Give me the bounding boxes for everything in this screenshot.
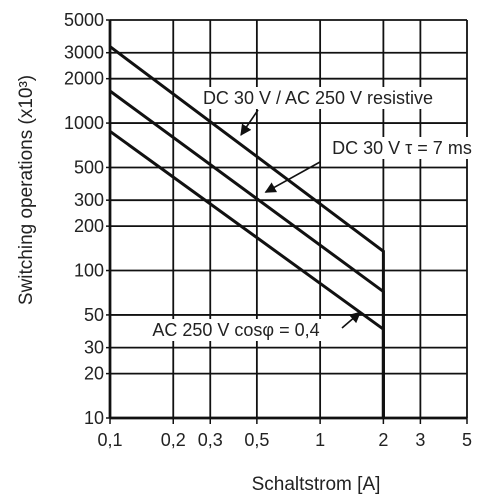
y-tick-label: 3000 [64,43,104,63]
x-axis-label: Schaltstrom [A] [252,474,381,495]
series-lines [109,45,385,418]
x-tick-label: 0,2 [161,430,186,450]
y-tick-label: 200 [74,216,104,236]
y-tick-label: 20 [84,364,104,384]
y-tick-label: 100 [74,261,104,281]
x-tick-label: 1 [315,430,325,450]
annotation-arrow [264,161,321,193]
x-tick-label: 0,5 [244,430,269,450]
annotations: DC 30 V / AC 250 V resistive DC 30 V τ = … [149,87,475,341]
x-tick-label: 2 [378,430,388,450]
annotation-label: DC 30 V / AC 250 V resistive [203,88,433,108]
y-tick-label: 30 [84,338,104,358]
x-tick-label: 0,1 [97,430,122,450]
x-tick-label: 5 [462,430,472,450]
y-tick-label: 500 [74,157,104,177]
series-line [109,130,385,418]
y-tick-label: 1000 [64,113,104,133]
y-tick-label: 300 [74,190,104,210]
y-axis-label: Switching operations (x10³) [16,75,37,305]
annotation-label: AC 250 V cosφ = 0,4 [152,320,319,340]
annotation-background [199,87,437,109]
y-tick-label: 5000 [64,10,104,30]
annotation-label: DC 30 V τ = 7 ms [332,138,472,158]
x-tick-label: 3 [415,430,425,450]
annotation-background [329,137,475,159]
tick-labels: 0,1 0,2 0,3 0,5 1 2 3 5 10 20 30 50 100 200 300 500 1000… [64,10,472,450]
annotation-background [149,319,323,341]
annotation-arrow [341,311,361,329]
x-tick-label: 0,3 [198,430,223,450]
y-tick-label: 50 [84,305,104,325]
annotation-arrow [240,109,259,136]
grid [106,19,468,424]
y-tick-label: 10 [84,408,104,428]
y-tick-label: 2000 [64,69,104,89]
